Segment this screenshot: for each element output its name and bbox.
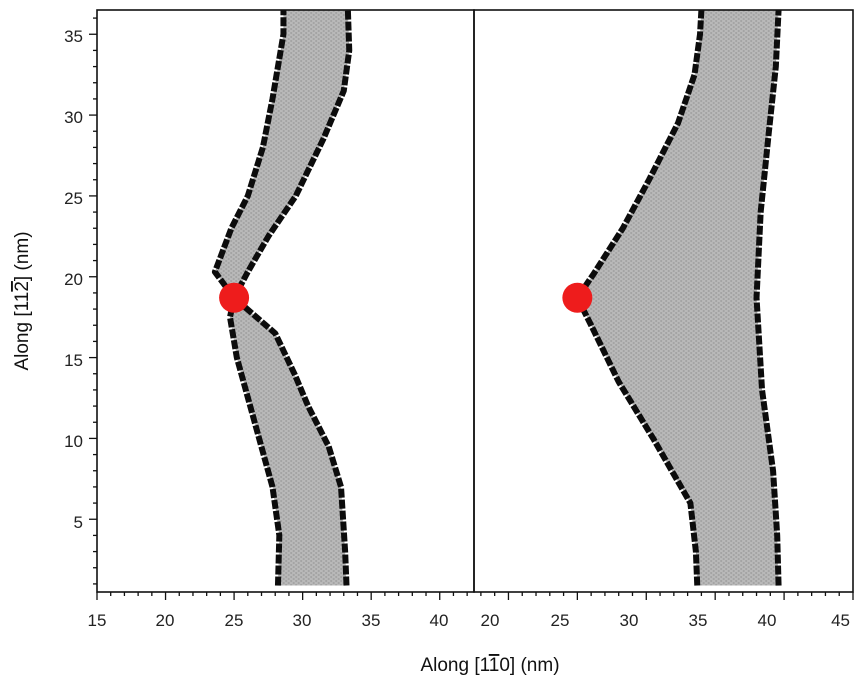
left-x-tick-labels: 15 20 25 30 35 40 — [88, 611, 449, 630]
left-grain-boundary-left — [211, 10, 287, 586]
right-red-particle — [562, 282, 593, 313]
y-tick-label-35: 35 — [64, 27, 83, 46]
right-x-tick-label-35: 35 — [689, 611, 708, 630]
right-x-ticks — [480, 592, 854, 600]
right-x-tick-label-45: 45 — [831, 611, 850, 630]
y-tick-label-15: 15 — [64, 351, 83, 370]
y-tick-label-5: 5 — [74, 513, 83, 532]
left-x-tick-label-40: 40 — [430, 611, 449, 630]
x-axis-title-overbar-digit: 1 — [489, 655, 500, 676]
left-x-tick-label-20: 20 — [156, 611, 175, 630]
x-axis-title: Along [110] (nm) — [420, 655, 559, 676]
left-x-tick-label-25: 25 — [225, 611, 244, 630]
left-x-ticks — [96, 592, 468, 600]
right-panel-frame — [473, 9, 854, 593]
right-panel: 20 25 30 35 40 45 — [473, 9, 854, 630]
y-tick-labels: 5 10 15 20 25 30 35 — [64, 27, 83, 532]
right-x-tick-label-40: 40 — [758, 611, 777, 630]
y-axis-title-overbar-digit: 2 — [12, 281, 33, 292]
y-tick-label-20: 20 — [64, 270, 83, 289]
right-x-tick-label-30: 30 — [620, 611, 639, 630]
y-axis-title: Along [112] (nm) — [12, 231, 33, 370]
y-tick-label-30: 30 — [64, 108, 83, 127]
left-y-ticks — [89, 17, 97, 585]
right-x-tick-label-25: 25 — [551, 611, 570, 630]
left-x-tick-label-15: 15 — [88, 611, 107, 630]
right-grain-band — [577, 10, 779, 586]
right-x-tick-labels: 20 25 30 35 40 45 — [481, 611, 850, 630]
left-red-particle — [219, 282, 250, 313]
right-grain-boundary-right — [753, 10, 782, 586]
right-x-tick-label-20: 20 — [481, 611, 500, 630]
y-tick-label-25: 25 — [64, 189, 83, 208]
left-panel: 5 10 15 20 25 30 35 15 20 25 30 35 40 — [64, 9, 475, 630]
left-x-tick-label-30: 30 — [293, 611, 312, 630]
y-tick-label-10: 10 — [64, 432, 83, 451]
left-x-tick-label-35: 35 — [362, 611, 381, 630]
